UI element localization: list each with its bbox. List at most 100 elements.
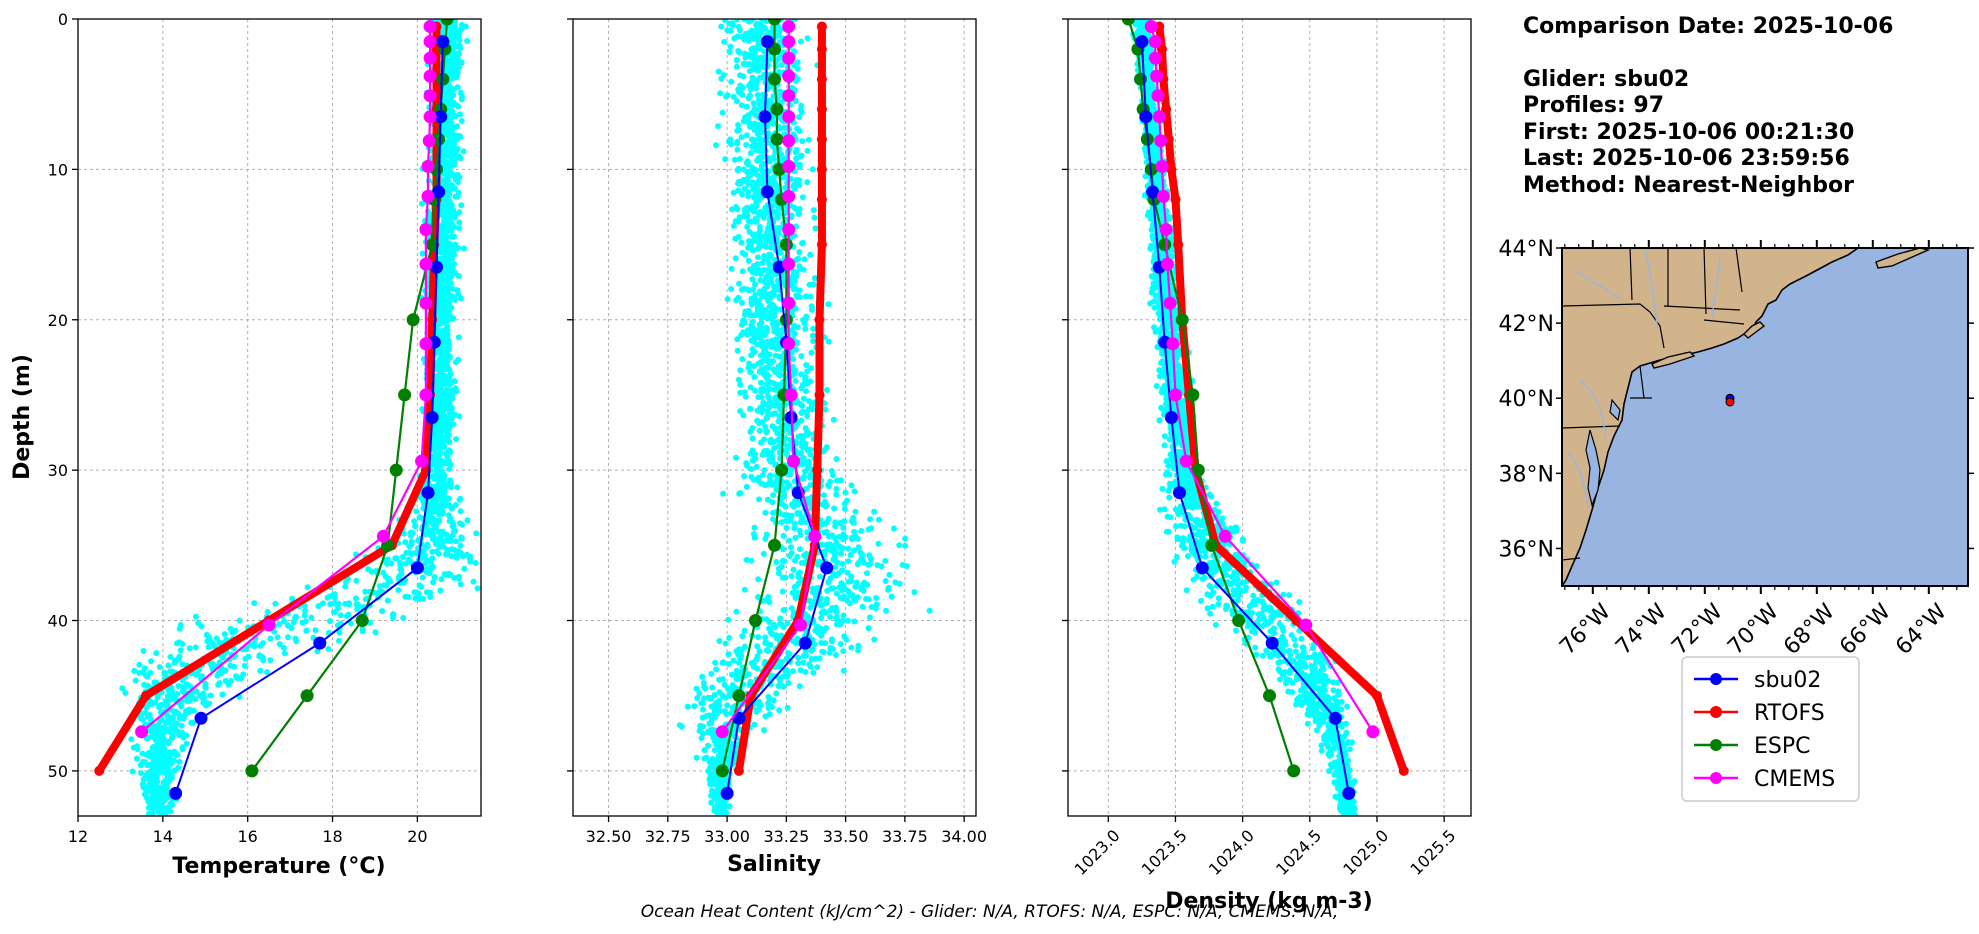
glider-point xyxy=(390,611,397,618)
glider-point xyxy=(402,539,409,546)
series-point-cmems xyxy=(419,257,433,271)
glider-point xyxy=(456,496,463,503)
series-point-espc xyxy=(389,463,403,477)
glider-point xyxy=(464,38,471,44)
glider-point xyxy=(797,667,804,674)
glider-point xyxy=(798,410,805,416)
glider-point xyxy=(749,435,756,442)
glider-point xyxy=(756,326,762,333)
glider-point xyxy=(753,62,760,69)
glider-point xyxy=(175,656,182,663)
glider-point xyxy=(764,496,771,503)
glider-point xyxy=(444,454,451,460)
glider-point xyxy=(743,159,750,166)
x-tick-label: 32.50 xyxy=(586,827,632,846)
series-point-cmems xyxy=(784,388,798,402)
glider-point xyxy=(744,213,751,220)
glider-point xyxy=(763,371,770,378)
glider-point xyxy=(699,700,706,707)
glider-point xyxy=(735,165,742,172)
glider-point xyxy=(749,54,756,61)
glider-point xyxy=(718,23,725,30)
glider-point xyxy=(791,48,798,55)
glider-point xyxy=(821,529,828,536)
glider-point xyxy=(472,560,479,566)
glider-point xyxy=(838,550,845,557)
glider-point xyxy=(308,614,315,621)
glider-point xyxy=(804,179,811,186)
glider-point xyxy=(251,643,258,650)
glider-point xyxy=(219,691,226,698)
glider-point xyxy=(755,576,762,583)
glider-point xyxy=(446,465,453,472)
glider-point xyxy=(437,281,444,287)
glider-point xyxy=(841,593,848,600)
glider-point xyxy=(742,30,749,37)
glider-point xyxy=(736,280,743,287)
glider-point xyxy=(139,750,146,757)
glider-point xyxy=(455,334,462,341)
glider-point xyxy=(259,654,266,661)
glider-point xyxy=(458,535,465,542)
series-point-rtofs xyxy=(94,765,105,776)
glider-point xyxy=(810,207,817,214)
glider-point xyxy=(438,232,445,239)
glider-point xyxy=(823,519,830,526)
glider-point xyxy=(474,585,481,592)
glider-point xyxy=(766,599,773,606)
glider-point xyxy=(709,787,715,794)
glider-point xyxy=(808,303,815,310)
glider-point xyxy=(740,166,747,173)
glider-point xyxy=(794,76,801,83)
glider-point xyxy=(166,749,173,756)
glider-point xyxy=(814,664,821,671)
glider-point xyxy=(788,550,795,557)
glider-point xyxy=(324,594,331,601)
glider-point xyxy=(457,295,464,302)
glider-point xyxy=(804,368,811,375)
series-point-sbu02 xyxy=(194,711,208,725)
glider-point xyxy=(892,579,899,586)
glider-point xyxy=(833,613,840,620)
glider-point xyxy=(700,680,707,686)
glider-point xyxy=(457,581,464,588)
glider-point xyxy=(751,534,758,541)
glider-point xyxy=(875,540,882,547)
glider-point xyxy=(748,218,755,225)
glider-point xyxy=(444,281,451,288)
glider-point xyxy=(167,653,174,660)
glider-point xyxy=(755,67,762,74)
glider-point xyxy=(794,324,801,331)
glider-point xyxy=(455,50,462,57)
glider-point xyxy=(864,570,870,577)
glider-point xyxy=(911,589,918,596)
glider-point xyxy=(744,223,751,230)
glider-point xyxy=(762,634,769,641)
glider-point xyxy=(833,456,840,462)
glider-point xyxy=(867,561,874,567)
glider-point xyxy=(454,287,461,294)
glider-point xyxy=(737,381,744,388)
glider-point xyxy=(448,304,455,311)
glider-point xyxy=(276,621,283,627)
glider-point xyxy=(797,106,804,113)
glider-point xyxy=(733,98,740,105)
glider-point xyxy=(809,166,816,173)
series-point-rtofs xyxy=(816,74,827,85)
glider-point xyxy=(714,787,721,794)
glider-point xyxy=(442,329,449,336)
glider-point xyxy=(797,153,804,160)
glider-point xyxy=(509,561,515,567)
glider-point xyxy=(161,796,167,803)
glider-point xyxy=(156,769,163,776)
glider-point xyxy=(205,644,212,651)
glider-point xyxy=(775,437,782,444)
glider-point xyxy=(705,768,712,774)
glider-point xyxy=(440,362,447,369)
glider-point xyxy=(459,553,466,560)
glider-point xyxy=(161,669,168,676)
glider-point xyxy=(711,707,718,714)
glider-point xyxy=(794,553,801,560)
glider-point xyxy=(443,260,450,266)
